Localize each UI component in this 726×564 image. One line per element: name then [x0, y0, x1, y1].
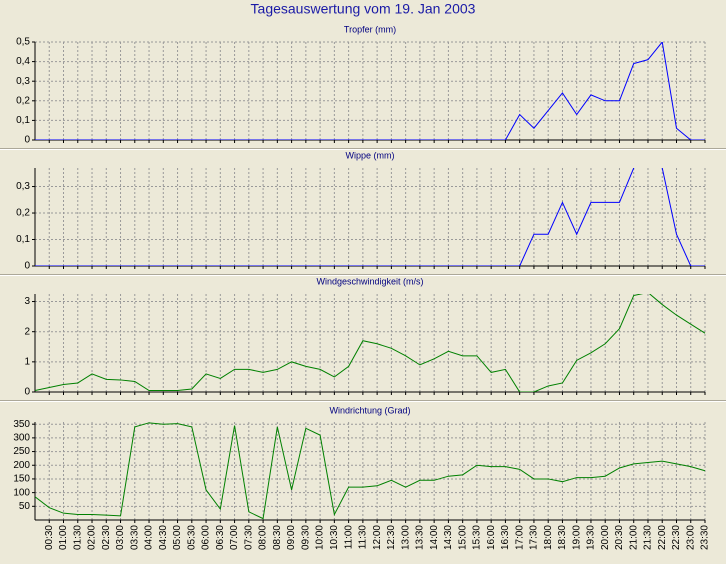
x-tick-label: 16:30 — [500, 525, 511, 550]
y-tick-label: 3 — [24, 296, 30, 307]
data-line — [35, 42, 705, 140]
y-tick-label: 350 — [13, 419, 30, 430]
x-tick-label: 13:30 — [415, 525, 426, 550]
x-tick-label: 15:30 — [472, 525, 483, 550]
x-tick-label: 03:30 — [129, 525, 140, 550]
x-tick-label: 19:00 — [571, 525, 582, 550]
panel-title: Tropfer (mm) — [344, 24, 396, 34]
y-tick-label: 100 — [13, 487, 30, 498]
x-tick-label: 17:00 — [514, 525, 525, 550]
x-tick-label: 23:30 — [700, 525, 711, 550]
x-tick-label: 12:00 — [372, 525, 383, 550]
x-tick-label: 01:30 — [72, 525, 83, 550]
panel-title: Windgeschwindigkeit (m/s) — [316, 276, 423, 286]
y-tick-label: 0,3 — [16, 181, 30, 192]
x-tick-label: 09:00 — [286, 525, 297, 550]
x-tick-label: 08:00 — [258, 525, 269, 550]
x-tick-label: 20:00 — [600, 525, 611, 550]
x-tick-label: 23:00 — [685, 525, 696, 550]
y-tick-label: 0,2 — [16, 208, 30, 219]
data-line — [35, 422, 706, 520]
x-tick-label: 04:00 — [144, 525, 155, 550]
x-tick-label: 07:30 — [243, 525, 254, 550]
x-tick-label: 18:30 — [557, 525, 568, 550]
x-tick-label: 10:30 — [329, 525, 340, 550]
x-tick-label: 06:30 — [215, 525, 226, 550]
x-tick-label: 16:00 — [486, 525, 497, 550]
x-tick-label: 11:30 — [358, 525, 369, 550]
y-tick-label: 0 — [24, 387, 30, 398]
y-tick-label: 0,5 — [16, 37, 30, 48]
x-tick-label: 02:30 — [101, 525, 112, 550]
y-tick-label: 2 — [24, 326, 30, 337]
y-tick-label: 0,1 — [16, 115, 30, 126]
x-tick-label: 22:00 — [657, 525, 668, 550]
y-tick-label: 0,4 — [16, 56, 30, 67]
x-tick-label: 21:00 — [628, 525, 639, 550]
x-tick-label: 21:30 — [643, 525, 654, 550]
x-tick-label: 14:30 — [443, 525, 454, 550]
y-tick-label: 0,3 — [16, 76, 30, 87]
x-tick-label: 11:00 — [343, 525, 354, 550]
x-tick-label: 10:00 — [315, 525, 326, 550]
x-tick-label: 07:00 — [229, 525, 240, 550]
y-tick-label: 0 — [24, 135, 30, 146]
data-line — [35, 294, 706, 392]
x-tick-label: 02:00 — [87, 525, 98, 550]
panel-title: Wippe (mm) — [346, 150, 395, 160]
x-tick-label: 18:00 — [543, 525, 554, 550]
y-tick-label: 150 — [13, 474, 30, 485]
panel-title: Windrichtung (Grad) — [329, 405, 410, 415]
x-tick-label: 06:00 — [201, 525, 212, 550]
x-tick-label: 20:30 — [614, 525, 625, 550]
x-tick-label: 14:00 — [429, 525, 440, 550]
x-tick-label: 22:30 — [671, 525, 682, 550]
y-tick-label: 250 — [13, 446, 30, 457]
x-tick-label: 01:00 — [58, 525, 69, 550]
x-tick-label: 03:00 — [115, 525, 126, 550]
x-tick-label: 05:00 — [172, 525, 183, 550]
y-tick-label: 0 — [24, 261, 30, 272]
x-tick-label: 08:30 — [272, 525, 283, 550]
y-tick-label: 200 — [13, 460, 30, 471]
y-tick-label: 0,2 — [16, 95, 30, 106]
data-line — [35, 168, 705, 266]
y-tick-label: 1 — [24, 356, 30, 367]
x-tick-label: 09:30 — [300, 525, 311, 550]
x-tick-label: 19:30 — [586, 525, 597, 550]
x-tick-label: 15:00 — [457, 525, 468, 550]
x-tick-label: 17:30 — [529, 525, 540, 550]
y-tick-label: 300 — [13, 433, 30, 444]
x-tick-label: 12:30 — [386, 525, 397, 550]
y-tick-label: 50 — [19, 501, 31, 512]
x-tick-label: 05:30 — [186, 525, 197, 550]
x-tick-label: 04:30 — [158, 525, 169, 550]
chart-title: Tagesauswertung vom 19. Jan 2003 — [251, 1, 476, 17]
x-tick-label: 13:00 — [400, 525, 411, 550]
y-tick-label: 0,1 — [16, 234, 30, 245]
x-tick-label: 00:30 — [44, 525, 55, 550]
